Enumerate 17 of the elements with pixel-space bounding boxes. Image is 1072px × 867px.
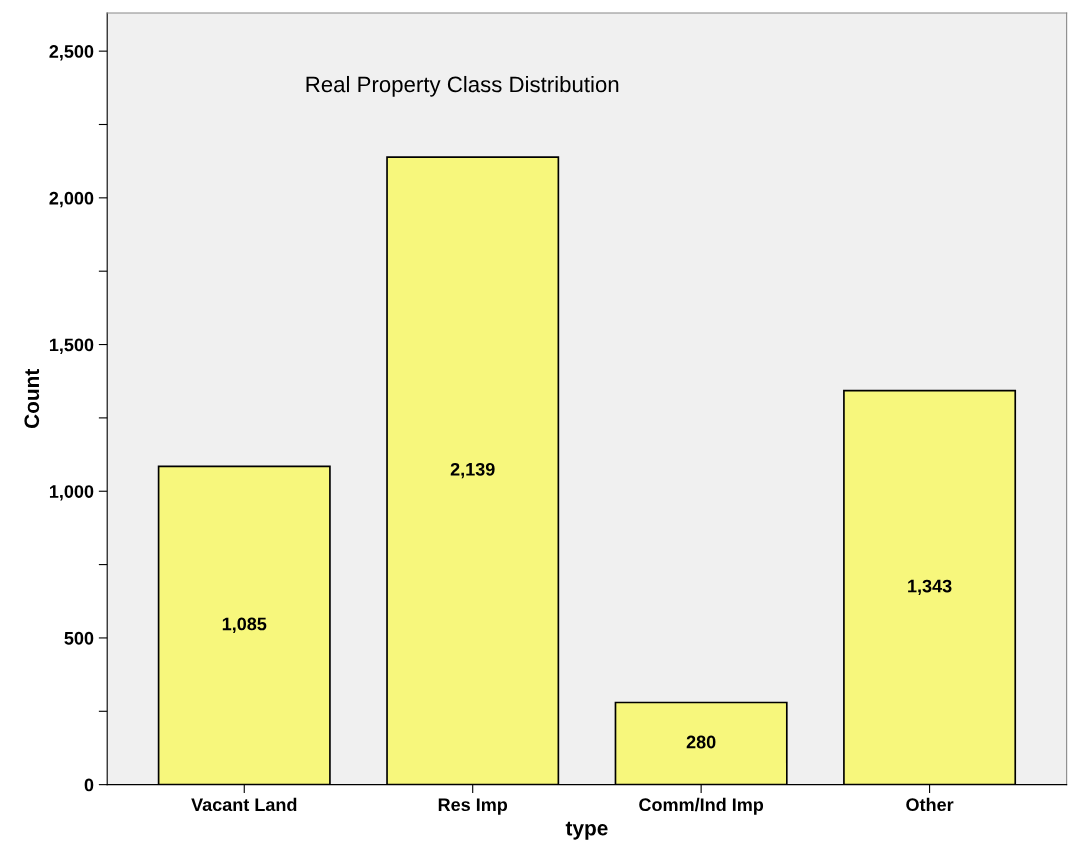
data-label: 2,139 — [450, 462, 495, 479]
text: Real Property Class Distribution — [306, 75, 619, 97]
y-tick-label: 2,500 — [49, 45, 94, 61]
data-label: 280 — [686, 735, 716, 749]
y-tick-label: 0 — [84, 778, 94, 792]
x-tick-label: Comm/Ind Imp — [639, 797, 764, 815]
y-tick-label: 2,000 — [49, 191, 94, 208]
y-axis-title: Count — [24, 368, 40, 429]
y-tick-label: 500 — [64, 631, 94, 645]
y-tick-label: 1,000 — [49, 485, 94, 501]
y-tick-label: 1,500 — [49, 338, 94, 354]
x-axis-title: type — [565, 821, 608, 840]
x-tick-label: Vacant Land — [191, 797, 297, 812]
data-label: 1,085 — [222, 617, 267, 633]
x-tick-label: Other — [906, 797, 954, 812]
x-tick-label: Res Imp — [438, 798, 508, 815]
data-label: 1,343 — [908, 579, 952, 596]
